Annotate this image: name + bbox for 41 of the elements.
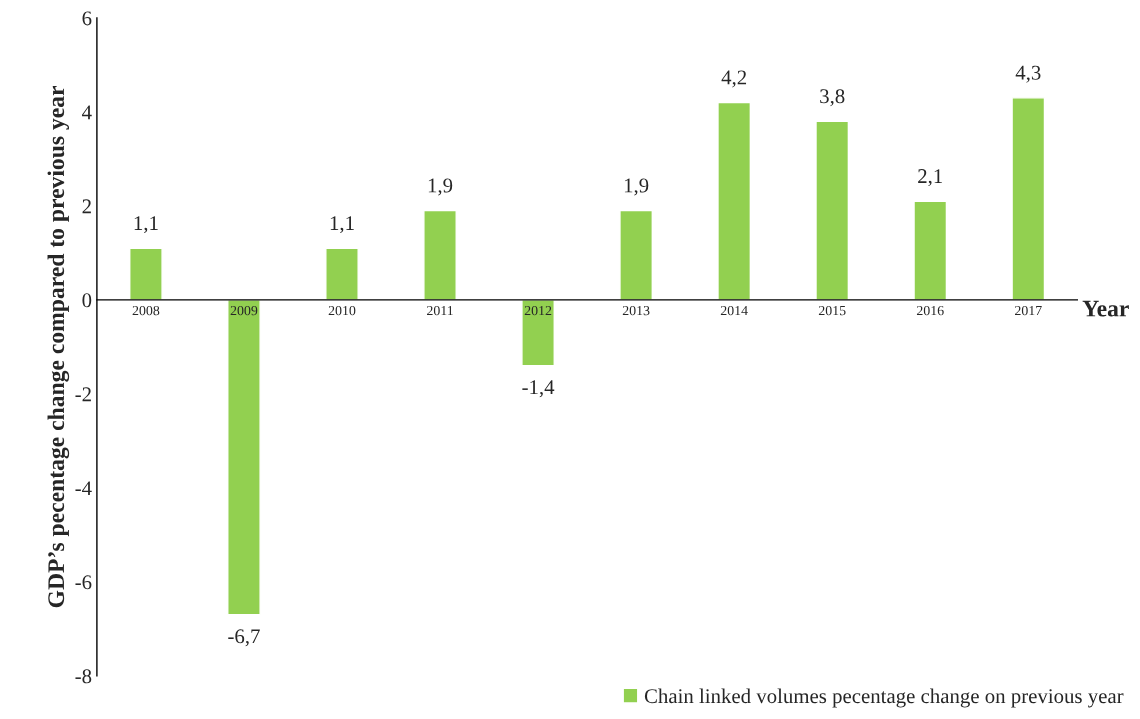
x-tick-label: 2015 [818, 305, 846, 316]
bar [423, 209, 457, 301]
x-tick-label: 2013 [622, 305, 650, 316]
legend-label: Chain linked volumes pecentage change on previous year [644, 688, 1124, 708]
x-tick-label: 2009 [230, 305, 258, 316]
y-tick-label: -4 [75, 481, 92, 496]
data-label: 1,9 [624, 178, 649, 196]
y-tick-label: -2 [75, 387, 91, 402]
x-tick-label: 2014 [720, 305, 748, 316]
data-label: 1,9 [428, 178, 453, 196]
x-tick-label: 2011 [427, 305, 453, 316]
data-label: 4,3 [1015, 65, 1041, 83]
data-label: -1,4 [522, 380, 555, 398]
y-tick-label: 6 [82, 11, 92, 26]
y-tick-label: 0 [82, 293, 92, 308]
x-tick-label: 2010 [328, 305, 356, 316]
data-label: 4,2 [721, 70, 747, 88]
x-axis-title: Year [1082, 300, 1129, 317]
x-tick-label: 2016 [916, 305, 944, 316]
x-tick-label: 2017 [1015, 305, 1042, 316]
bar [227, 299, 261, 616]
x-tick-label: 2012 [524, 305, 552, 316]
data-label: 1,1 [330, 216, 354, 234]
bar [815, 120, 850, 301]
data-label: -6,7 [228, 629, 260, 647]
bar [717, 101, 752, 301]
y-tick-label: 4 [82, 105, 92, 120]
bar [521, 299, 555, 367]
bar [325, 247, 359, 301]
y-axis-title: GDP’s pecentage change compared to previous year [47, 85, 70, 608]
y-tick-label: 2 [82, 199, 91, 214]
x-tick-label: 2008 [132, 305, 160, 316]
bar [129, 247, 163, 301]
data-label: 2,1 [918, 169, 943, 187]
data-label: 3,8 [820, 89, 845, 107]
data-label: 1,1 [134, 216, 158, 234]
bar [1011, 97, 1046, 301]
bar [619, 209, 653, 301]
bar [913, 200, 948, 301]
y-tick-label: -6 [75, 575, 92, 590]
y-tick-label: -8 [75, 669, 92, 684]
